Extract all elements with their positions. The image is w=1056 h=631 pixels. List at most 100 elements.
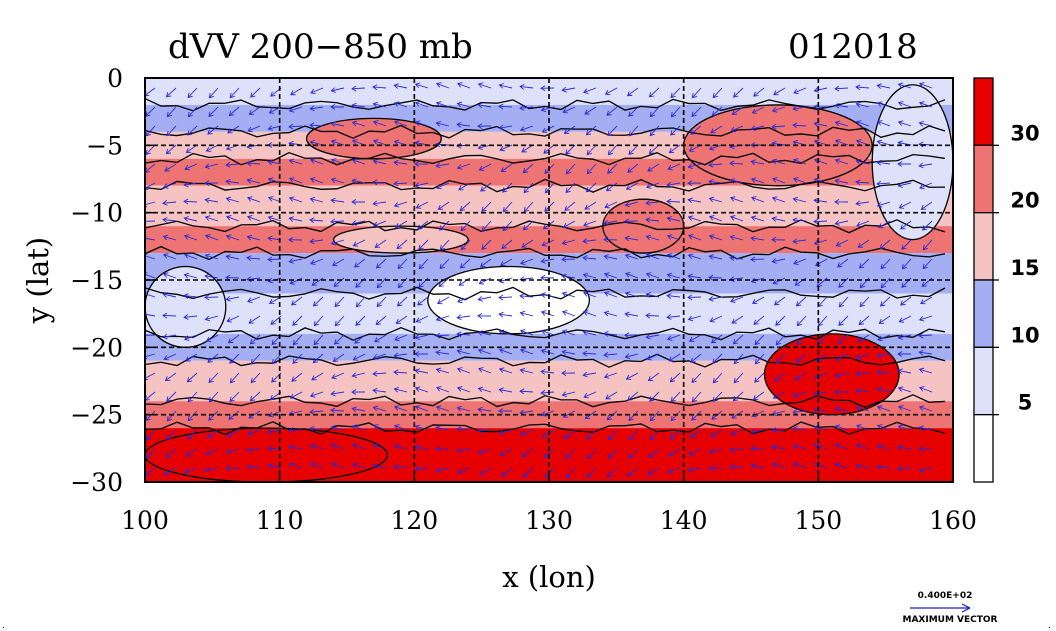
wind-vector-557 (668, 353, 681, 362)
wind-vector-76 (145, 125, 156, 137)
wind-vector-639 (792, 391, 807, 398)
wind-vector-731 (330, 443, 345, 450)
wind-vector-70 (813, 104, 828, 110)
wind-vector-13 (414, 82, 429, 89)
wind-vector-136 (607, 144, 618, 156)
wind-vector-170 (522, 163, 534, 174)
wind-vector-561 (754, 353, 765, 365)
wind-vector-492 (898, 315, 912, 323)
wind-vector-235 (288, 196, 303, 203)
wind-vector-194 (225, 178, 240, 185)
wind-vector-19 (540, 85, 555, 92)
wind-vector-732 (352, 443, 366, 450)
wind-vector-132 (521, 144, 534, 153)
wind-vector-54 (477, 102, 492, 109)
wind-vector-615 (289, 391, 303, 399)
wind-vector-629 (583, 391, 597, 399)
wind-vector-723 (165, 448, 177, 458)
wind-vector-229 (162, 200, 177, 206)
wind-vector-758 (897, 444, 912, 451)
wind-vector-610 (187, 391, 198, 403)
x-tick-label-6: 160 (929, 506, 977, 535)
wind-vector-787 (708, 465, 723, 472)
wind-vector-107 (792, 122, 807, 129)
wind-vector-443 (666, 293, 681, 299)
contour-line-1 (145, 97, 946, 112)
wind-vectors (145, 82, 933, 479)
wind-vector-24 (648, 87, 660, 98)
wind-vector-330 (688, 234, 702, 241)
wind-vector-477 (582, 310, 597, 317)
wind-vector-64 (691, 106, 702, 117)
wind-vector-66 (731, 106, 744, 115)
contour-line-2 (145, 124, 946, 139)
wind-vector-310 (267, 235, 282, 242)
wind-vector-782 (606, 467, 618, 478)
wind-vector-275 (330, 218, 345, 225)
wind-vector-237 (330, 197, 345, 204)
wind-vector-341 (922, 239, 933, 251)
wind-vector-332 (729, 234, 744, 241)
wind-vector-139 (668, 144, 681, 154)
wind-vector-309 (246, 234, 261, 241)
wind-vector-346 (225, 254, 240, 260)
wind-vector-594 (647, 372, 660, 382)
wind-vector-154 (184, 163, 198, 171)
wind-vector-728 (267, 445, 282, 452)
wind-vector-559 (712, 353, 723, 364)
wind-vector-111 (877, 120, 891, 127)
wind-vector-788 (729, 464, 744, 470)
wind-vector-429 (376, 296, 387, 308)
wind-vector-524 (775, 334, 786, 346)
wind-vector-238 (351, 199, 366, 205)
wind-vector-583 (414, 368, 429, 375)
wind-vector-756 (855, 443, 870, 450)
x-tick-label-5: 150 (794, 506, 842, 535)
vector-legend: 0.400E+02 MAXIMUM VECTOR (902, 591, 997, 625)
wind-vector-717 (834, 424, 849, 431)
wind-vector-102 (690, 125, 702, 135)
colorbar-label-3: 10 (1010, 323, 1039, 347)
chart-title: dVV 200−850 mb (168, 27, 473, 67)
wind-vector-783 (626, 467, 639, 477)
wind-vector-126 (393, 139, 408, 146)
wind-vector-306 (183, 234, 198, 241)
wind-vector-261 (834, 199, 849, 205)
wind-vector-83 (288, 123, 303, 130)
wind-vector-356 (439, 258, 450, 270)
wind-vector-509 (456, 331, 471, 338)
wind-vector-86 (351, 120, 366, 127)
wind-vector-352 (354, 258, 366, 268)
wind-vector-449 (795, 296, 807, 307)
wind-vector-147 (835, 139, 849, 146)
wind-vector-155 (204, 163, 219, 170)
wind-vector-10 (351, 85, 366, 92)
wind-vector-434 (477, 296, 492, 302)
y-axis: 0 −5 −10 −15 −20 −25 −30 (70, 64, 155, 497)
wind-vector-358 (479, 258, 492, 268)
wind-vector-637 (752, 391, 765, 401)
wind-vector-43 (248, 106, 261, 115)
wind-vector-621 (414, 386, 429, 393)
wind-vector-744 (607, 448, 618, 460)
wind-vector-368 (687, 253, 702, 260)
wind-vector-746 (648, 448, 660, 458)
vector-legend-arrowhead (961, 603, 971, 613)
wind-vector-638 (772, 391, 786, 399)
wind-vector-359 (499, 258, 513, 267)
wind-vector-212 (605, 182, 618, 192)
wind-vector-141 (708, 144, 723, 151)
wind-vector-39 (166, 106, 177, 118)
wind-vector-643 (876, 386, 891, 393)
wind-vector-254 (687, 197, 702, 204)
wind-vector-597 (712, 372, 723, 384)
wind-vector-428 (355, 296, 366, 308)
wind-vector-326 (603, 236, 618, 243)
wind-vector-554 (603, 352, 618, 358)
wind-vector-480 (645, 312, 660, 319)
wind-vector-137 (628, 144, 639, 156)
wind-vector-601 (794, 372, 807, 381)
wind-vector-245 (502, 201, 513, 213)
wind-vector-447 (751, 296, 765, 305)
wind-vector-263 (876, 201, 891, 208)
